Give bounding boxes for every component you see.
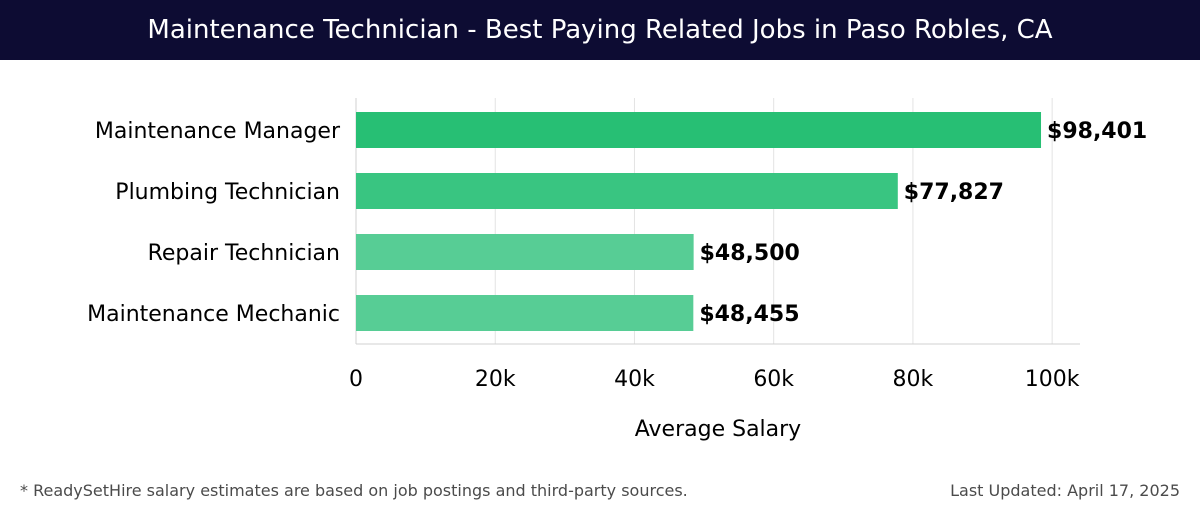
footer-note: * ReadySetHire salary estimates are base… (20, 481, 688, 500)
x-tick-label: 80k (893, 367, 934, 392)
last-updated: Last Updated: April 17, 2025 (950, 481, 1180, 500)
bar (356, 112, 1042, 148)
bar (356, 234, 694, 270)
value-label: $48,455 (699, 302, 799, 327)
value-label: $77,827 (904, 180, 1004, 205)
x-tick-label: 20k (475, 367, 516, 392)
x-tick-label: 100k (1025, 367, 1080, 392)
chart-title: Maintenance Technician - Best Paying Rel… (147, 15, 1053, 45)
chart-title-bar: Maintenance Technician - Best Paying Rel… (0, 0, 1200, 60)
x-tick-label: 0 (349, 367, 363, 392)
category-label: Maintenance Manager (95, 119, 341, 144)
bar-chart: 0 20k 40k 60k 80k 100k Maintenance Manager $98,… (87, 98, 1147, 442)
value-label: $48,500 (700, 241, 800, 266)
x-axis-label: Average Salary (635, 417, 801, 442)
bar (356, 295, 694, 331)
category-label: Maintenance Mechanic (87, 302, 340, 327)
bar (356, 173, 898, 209)
x-tick-label: 60k (753, 367, 794, 392)
category-label: Plumbing Technician (115, 180, 340, 205)
category-label: Repair Technician (148, 241, 340, 266)
value-label: $98,401 (1047, 119, 1147, 144)
x-tick-label: 40k (614, 367, 655, 392)
